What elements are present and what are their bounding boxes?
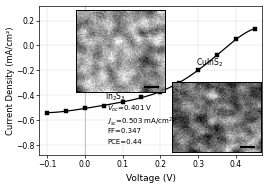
Text: CuInS$_2$: CuInS$_2$ [196,56,223,68]
Text: PCE=0.44: PCE=0.44 [107,139,142,146]
X-axis label: Voltage (V): Voltage (V) [126,174,176,184]
Text: FF=0.347: FF=0.347 [107,128,142,134]
Text: In$_2$S$_3$: In$_2$S$_3$ [106,90,126,103]
Text: $J_{sc}$=0.503 mA/cm$^2$: $J_{sc}$=0.503 mA/cm$^2$ [107,116,173,128]
Text: $V_{oc}$=0.401 V: $V_{oc}$=0.401 V [107,104,153,114]
Y-axis label: Current Density (mA/cm²): Current Density (mA/cm²) [6,26,14,135]
